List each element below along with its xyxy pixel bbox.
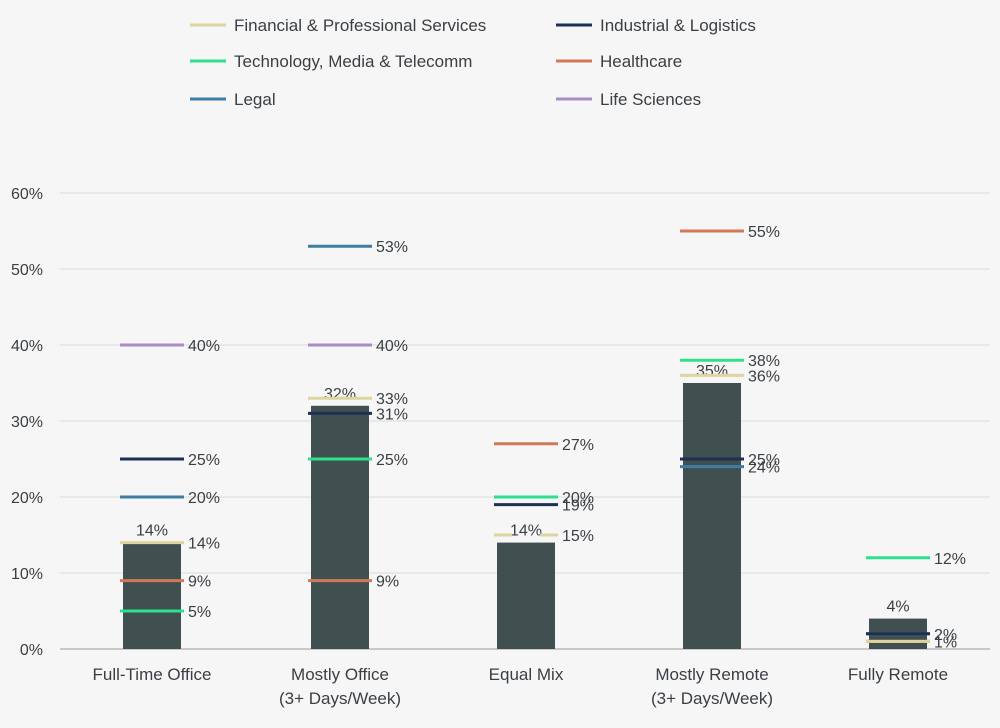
legend-label-technology-media-telecomm: Technology, Media & Telecomm bbox=[234, 52, 472, 71]
marker-label-financial-professional-services: 36% bbox=[748, 368, 780, 385]
marker-label-industrial-logistics: 19% bbox=[562, 498, 594, 515]
marker-label-financial-professional-services: 1% bbox=[934, 634, 957, 651]
x-category-label: (3+ Days/Week) bbox=[279, 689, 401, 708]
marker-label-industrial-logistics: 2% bbox=[934, 627, 957, 644]
marker-label-legal: 24% bbox=[748, 460, 780, 477]
x-category-label: Mostly Office bbox=[291, 665, 389, 684]
overall-bar-label: 14% bbox=[510, 523, 542, 540]
marker-label-healthcare: 27% bbox=[562, 437, 594, 454]
legend-label-industrial-logistics: Industrial & Logistics bbox=[600, 16, 756, 35]
overall-bar-label: 14% bbox=[136, 523, 168, 540]
overall-bar bbox=[311, 405, 369, 649]
x-category-label: Mostly Remote bbox=[655, 665, 768, 684]
x-axis: Full-Time Office Mostly Office (3+ Days/We… bbox=[92, 665, 948, 708]
marker-label-technology-media-telecomm: 38% bbox=[748, 353, 780, 370]
marker-label-financial-professional-services: 14% bbox=[188, 536, 220, 553]
legend: Financial & Professional Services Industr… bbox=[190, 16, 756, 109]
x-category-label: Full-Time Office bbox=[92, 665, 211, 684]
marker-label-technology-media-telecomm: 12% bbox=[934, 551, 966, 568]
marker-label-legal: 20% bbox=[188, 490, 220, 507]
overall-bar bbox=[497, 542, 555, 649]
y-tick-label: 40% bbox=[11, 338, 43, 355]
marker-label-financial-professional-services: 33% bbox=[376, 391, 408, 408]
marker-label-financial-professional-services: 15% bbox=[562, 528, 594, 545]
marker-label-life-sciences: 40% bbox=[188, 338, 220, 355]
marker-label-industrial-logistics: 25% bbox=[188, 452, 220, 469]
overall-bar-label: 35% bbox=[696, 363, 728, 380]
marker-label-technology-media-telecomm: 20% bbox=[562, 490, 594, 507]
marker-label-life-sciences: 40% bbox=[376, 338, 408, 355]
marker-label-industrial-logistics: 31% bbox=[376, 406, 408, 423]
marker-label-technology-media-telecomm: 25% bbox=[376, 452, 408, 469]
segment-markers: 40% 40% 20% 53% 24% 9% 9% 27% 55% 5% 25% 20% 38% 12% 2… bbox=[120, 224, 966, 651]
marker-label-healthcare: 55% bbox=[748, 224, 780, 241]
overall-bar bbox=[683, 383, 741, 649]
x-category-label: Equal Mix bbox=[489, 665, 564, 684]
overall-bar-label: 32% bbox=[324, 386, 356, 403]
marker-label-technology-media-telecomm: 5% bbox=[188, 604, 211, 621]
overall-bar bbox=[123, 542, 181, 649]
y-tick-label: 20% bbox=[11, 490, 43, 507]
x-category-label: (3+ Days/Week) bbox=[651, 689, 773, 708]
y-tick-label: 60% bbox=[11, 186, 43, 203]
legend-label-financial-professional-services: Financial & Professional Services bbox=[234, 16, 486, 35]
marker-label-healthcare: 9% bbox=[188, 574, 211, 591]
y-tick-label: 10% bbox=[11, 566, 43, 583]
overall-bars: 14% 32% 14% 35% 4% bbox=[123, 363, 927, 649]
marker-label-industrial-logistics: 25% bbox=[748, 452, 780, 469]
y-axis: 0% 10% 20% 30% 40% 50% 60% bbox=[11, 186, 43, 659]
y-tick-label: 0% bbox=[20, 642, 43, 659]
y-tick-label: 30% bbox=[11, 414, 43, 431]
x-category-label: Fully Remote bbox=[848, 665, 948, 684]
overall-bar-label: 4% bbox=[886, 599, 909, 616]
legend-label-healthcare: Healthcare bbox=[600, 52, 682, 71]
marker-label-healthcare: 9% bbox=[376, 574, 399, 591]
marker-label-legal: 53% bbox=[376, 239, 408, 256]
y-tick-label: 50% bbox=[11, 262, 43, 279]
legend-label-life-sciences: Life Sciences bbox=[600, 90, 701, 109]
legend-label-legal: Legal bbox=[234, 90, 276, 109]
